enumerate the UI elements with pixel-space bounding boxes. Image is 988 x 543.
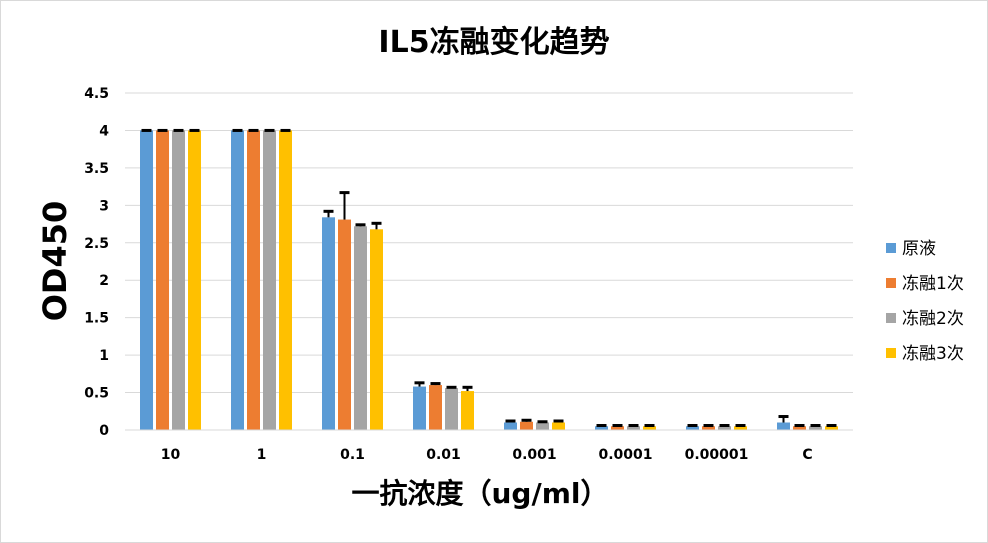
- bar: [140, 130, 153, 430]
- gridlines: [125, 92, 853, 394]
- legend-swatch: [886, 348, 896, 358]
- x-tick-label: 0.01: [426, 447, 461, 463]
- bar: [461, 391, 474, 430]
- legend-label: 冻融3次: [902, 344, 964, 364]
- bar: [595, 426, 608, 430]
- bar: [825, 426, 838, 430]
- bar: [702, 426, 715, 430]
- x-axis-ticks: 10 1 0.1 0.01 0.001 0.0001 0.00001 C: [161, 447, 813, 463]
- bar: [734, 426, 747, 430]
- bar: [686, 426, 699, 430]
- y-tick-label: 3.5: [84, 161, 109, 177]
- bar: [777, 422, 790, 430]
- bar: [370, 229, 383, 430]
- bar: [263, 130, 276, 430]
- x-tick-label: 0.00001: [685, 447, 749, 463]
- bar: [809, 426, 822, 430]
- y-axis-ticks: 0 0.5 1 1.5 2 2.5 3 3.5 4 4.5: [84, 86, 109, 439]
- y-tick-label: 0.5: [84, 386, 109, 402]
- bar: [445, 388, 458, 430]
- x-tick-label: C: [802, 447, 812, 463]
- bar: [338, 219, 351, 430]
- bar: [354, 226, 367, 430]
- error-bars: [141, 128, 837, 428]
- bar: [413, 386, 426, 430]
- bar: [172, 130, 185, 430]
- bar: [718, 426, 731, 430]
- legend-swatch: [886, 243, 896, 253]
- y-tick-label: 1: [99, 348, 109, 364]
- bar: [627, 426, 640, 430]
- x-tick-label: 10: [161, 447, 181, 463]
- bar: [504, 422, 517, 430]
- y-tick-label: 4: [99, 123, 109, 139]
- bar: [552, 422, 565, 430]
- legend-swatch: [886, 278, 896, 288]
- chart-title: IL5冻融变化趋势: [378, 25, 609, 60]
- y-tick-label: 2: [99, 273, 109, 289]
- x-tick-label: 0.1: [340, 447, 365, 463]
- x-tick-label: 1: [257, 447, 267, 463]
- legend-label: 冻融1次: [902, 274, 964, 294]
- bars: [140, 130, 838, 430]
- x-tick-label: 0.001: [512, 447, 556, 463]
- y-tick-label: 4.5: [84, 86, 109, 102]
- bar: [247, 130, 260, 430]
- x-axis-title: 一抗浓度（ug/ml）: [352, 477, 609, 510]
- bar: [231, 130, 244, 430]
- bar: [611, 426, 624, 430]
- bar: [520, 421, 533, 430]
- bar: [643, 426, 656, 430]
- y-tick-label: 1.5: [84, 311, 109, 327]
- y-tick-label: 3: [99, 198, 109, 214]
- y-tick-label: 0: [99, 423, 109, 439]
- legend-label: 原液: [902, 239, 936, 259]
- bar: [279, 130, 292, 430]
- bar: [793, 426, 806, 430]
- bar: [429, 385, 442, 430]
- x-tick-label: 0.0001: [598, 447, 652, 463]
- bar: [536, 422, 549, 430]
- bar: [156, 130, 169, 430]
- y-tick-label: 2.5: [84, 236, 109, 252]
- legend-swatch: [886, 313, 896, 323]
- bar: [322, 217, 335, 430]
- legend-label: 冻融2次: [902, 309, 964, 329]
- bar: [188, 130, 201, 430]
- y-axis-title: OD450: [36, 201, 74, 322]
